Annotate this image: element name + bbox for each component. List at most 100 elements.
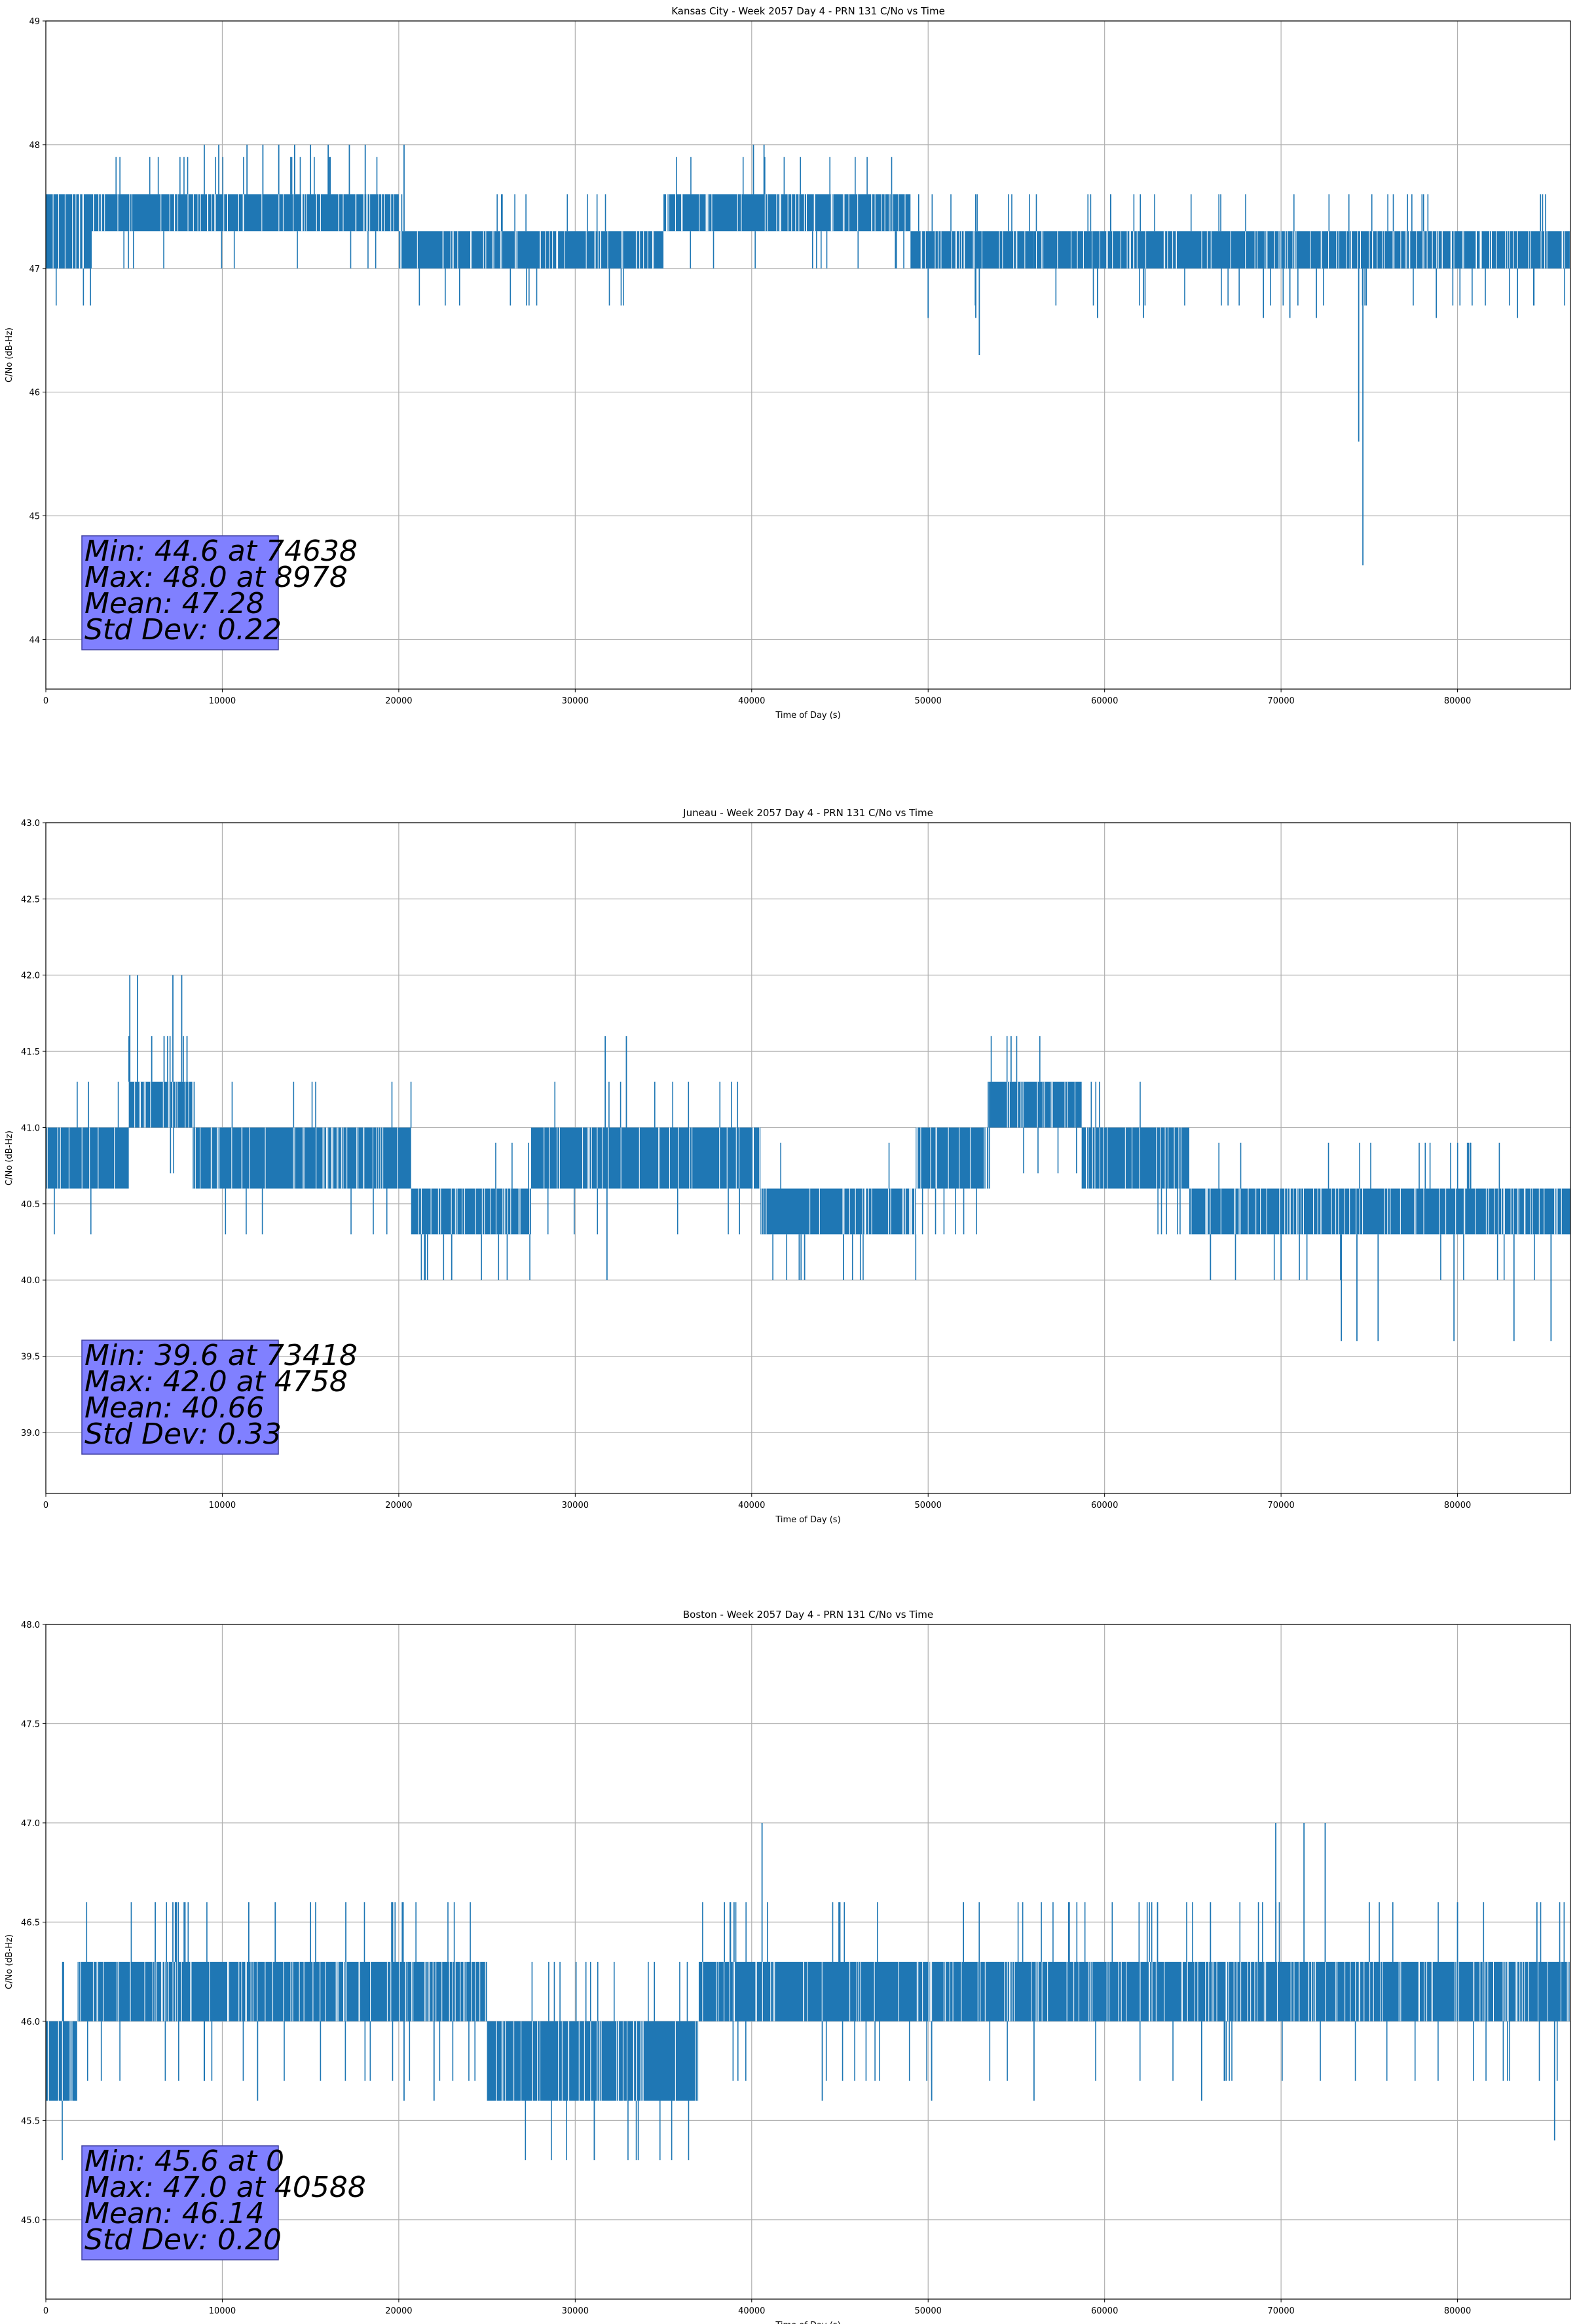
y-tick-label: 45.5 [21,2116,40,2126]
x-tick-label: 20000 [385,696,412,706]
boston-chart: 0 10000 20000 30000 40000 50000 60000 70000 8000… [5,1609,1571,2324]
data-band [411,1188,531,1235]
data-band [92,194,399,232]
data-band [46,1127,129,1189]
data-band [487,2021,699,2101]
y-tick-label: 45.0 [21,2216,40,2226]
series-line [46,144,1570,566]
stats-box [81,2145,279,2260]
x-tick-label: 30000 [562,696,589,706]
x-axis-label: Time of Day (s) [775,711,840,721]
y-tick-label: 40.0 [21,1276,40,1286]
plot-area [46,21,1570,689]
data-band [46,194,92,269]
x-tick-label: 10000 [209,2306,236,2316]
x-tick-label: 40000 [738,2306,765,2316]
data-band [663,194,911,232]
y-tick-label: 48.0 [21,1621,40,1630]
y-tick-label: 47.0 [21,1819,40,1829]
data-band [530,1127,761,1189]
data-band [916,1127,990,1189]
x-tick-label: 30000 [562,1501,589,1510]
x-tick-label: 70000 [1267,2306,1294,2316]
x-tick-label: 50000 [915,696,942,706]
y-tick-label: 49 [29,17,40,27]
x-tick-label: 60000 [1091,696,1118,706]
axes-frame [45,20,1571,690]
x-tick-label: 30000 [562,2306,589,2316]
y-tick-label: 43.0 [21,819,40,829]
y-tick-label: 47 [29,265,40,274]
data-band [1189,1188,1570,1235]
data-band [698,1962,1570,2021]
x-tick-label: 70000 [1267,696,1294,706]
stats-box [81,535,279,650]
data-band [760,1188,916,1235]
y-tick-label: 46.5 [21,1918,40,1928]
y-tick-label: 39.5 [21,1353,40,1362]
stats-line: Max: 47.0 at 40588 [84,2171,366,2204]
x-tick-label: 80000 [1444,696,1471,706]
x-axis-label: Time of Day (s) [775,1515,840,1525]
x-tick-label: 70000 [1267,1501,1294,1510]
y-tick-label: 46 [29,388,40,398]
data-band [990,1081,1082,1128]
stats-line: Std Dev: 0.33 [84,1417,282,1451]
y-tick-label: 42.5 [21,895,40,905]
kansas-city-chart: 0 10000 20000 30000 40000 50000 60000 70000 8000… [5,5,1571,721]
x-tick-label: 60000 [1091,2306,1118,2316]
data-band [46,2021,78,2101]
x-axis-label: Time of Day (s) [775,2321,840,2324]
stats-line: Mean: 40.66 [84,1391,265,1425]
data-band [910,231,1034,269]
series-line [46,1822,1570,2160]
x-tick-label: 20000 [385,1501,412,1510]
chart-title: Juneau - Week 2057 Day 4 - PRN 131 C/No … [682,807,933,819]
y-tick-label: 39.0 [21,1429,40,1438]
y-axis-label: C/No (dB-Hz) [5,328,14,383]
x-tick-label: 10000 [209,696,236,706]
stats-line: Std Dev: 0.20 [84,2223,282,2257]
x-tick-label: 80000 [1444,2306,1471,2316]
x-tick-label: 0 [43,696,48,706]
stats-line: Std Dev: 0.22 [84,613,282,647]
y-tick-label: 41.5 [21,1047,40,1057]
x-tick-label: 40000 [738,696,765,706]
stats-line: Min: 45.6 at 0 [84,2145,284,2178]
y-tick-label: 45 [29,512,40,522]
y-tick-label: 46.0 [21,2017,40,2027]
series-line [46,975,1570,1341]
y-axis-label: C/No (dB-Hz) [5,1934,14,1989]
x-tick-label: 10000 [209,1501,236,1510]
y-tick-label: 41.0 [21,1123,40,1133]
x-tick-label: 0 [43,1501,48,1510]
data-band [192,1127,411,1189]
x-tick-label: 40000 [738,1501,765,1510]
data-band [398,231,664,269]
stats-line: Min: 44.6 at 74638 [84,534,358,568]
chart-title: Kansas City - Week 2057 Day 4 - PRN 131 … [671,5,945,17]
y-tick-label: 47.5 [21,1719,40,1729]
data-band [77,1962,487,2021]
y-axis-label: C/No (dB-Hz) [5,1131,14,1186]
data-band [1081,1127,1189,1189]
stats-line: Max: 48.0 at 8978 [84,561,348,594]
chart-title: Boston - Week 2057 Day 4 - PRN 131 C/No … [683,1609,933,1621]
x-tick-label: 60000 [1091,1501,1118,1510]
axes-frame [45,822,1571,1494]
axes-frame [45,1624,1571,2300]
x-tick-label: 50000 [915,1501,942,1510]
x-tick-label: 0 [43,2306,48,2316]
y-tick-label: 40.5 [21,1200,40,1210]
data-band [128,1081,193,1128]
stats-line: Max: 42.0 at 4758 [84,1365,348,1398]
x-tick-label: 50000 [915,2306,942,2316]
stats-line: Mean: 46.14 [84,2197,265,2230]
stats-box [81,1340,279,1455]
y-tick-label: 42.0 [21,971,40,981]
y-tick-label: 48 [29,141,40,151]
x-tick-label: 20000 [385,2306,412,2316]
y-tick-label: 44 [29,635,40,645]
x-tick-label: 80000 [1444,1501,1471,1510]
